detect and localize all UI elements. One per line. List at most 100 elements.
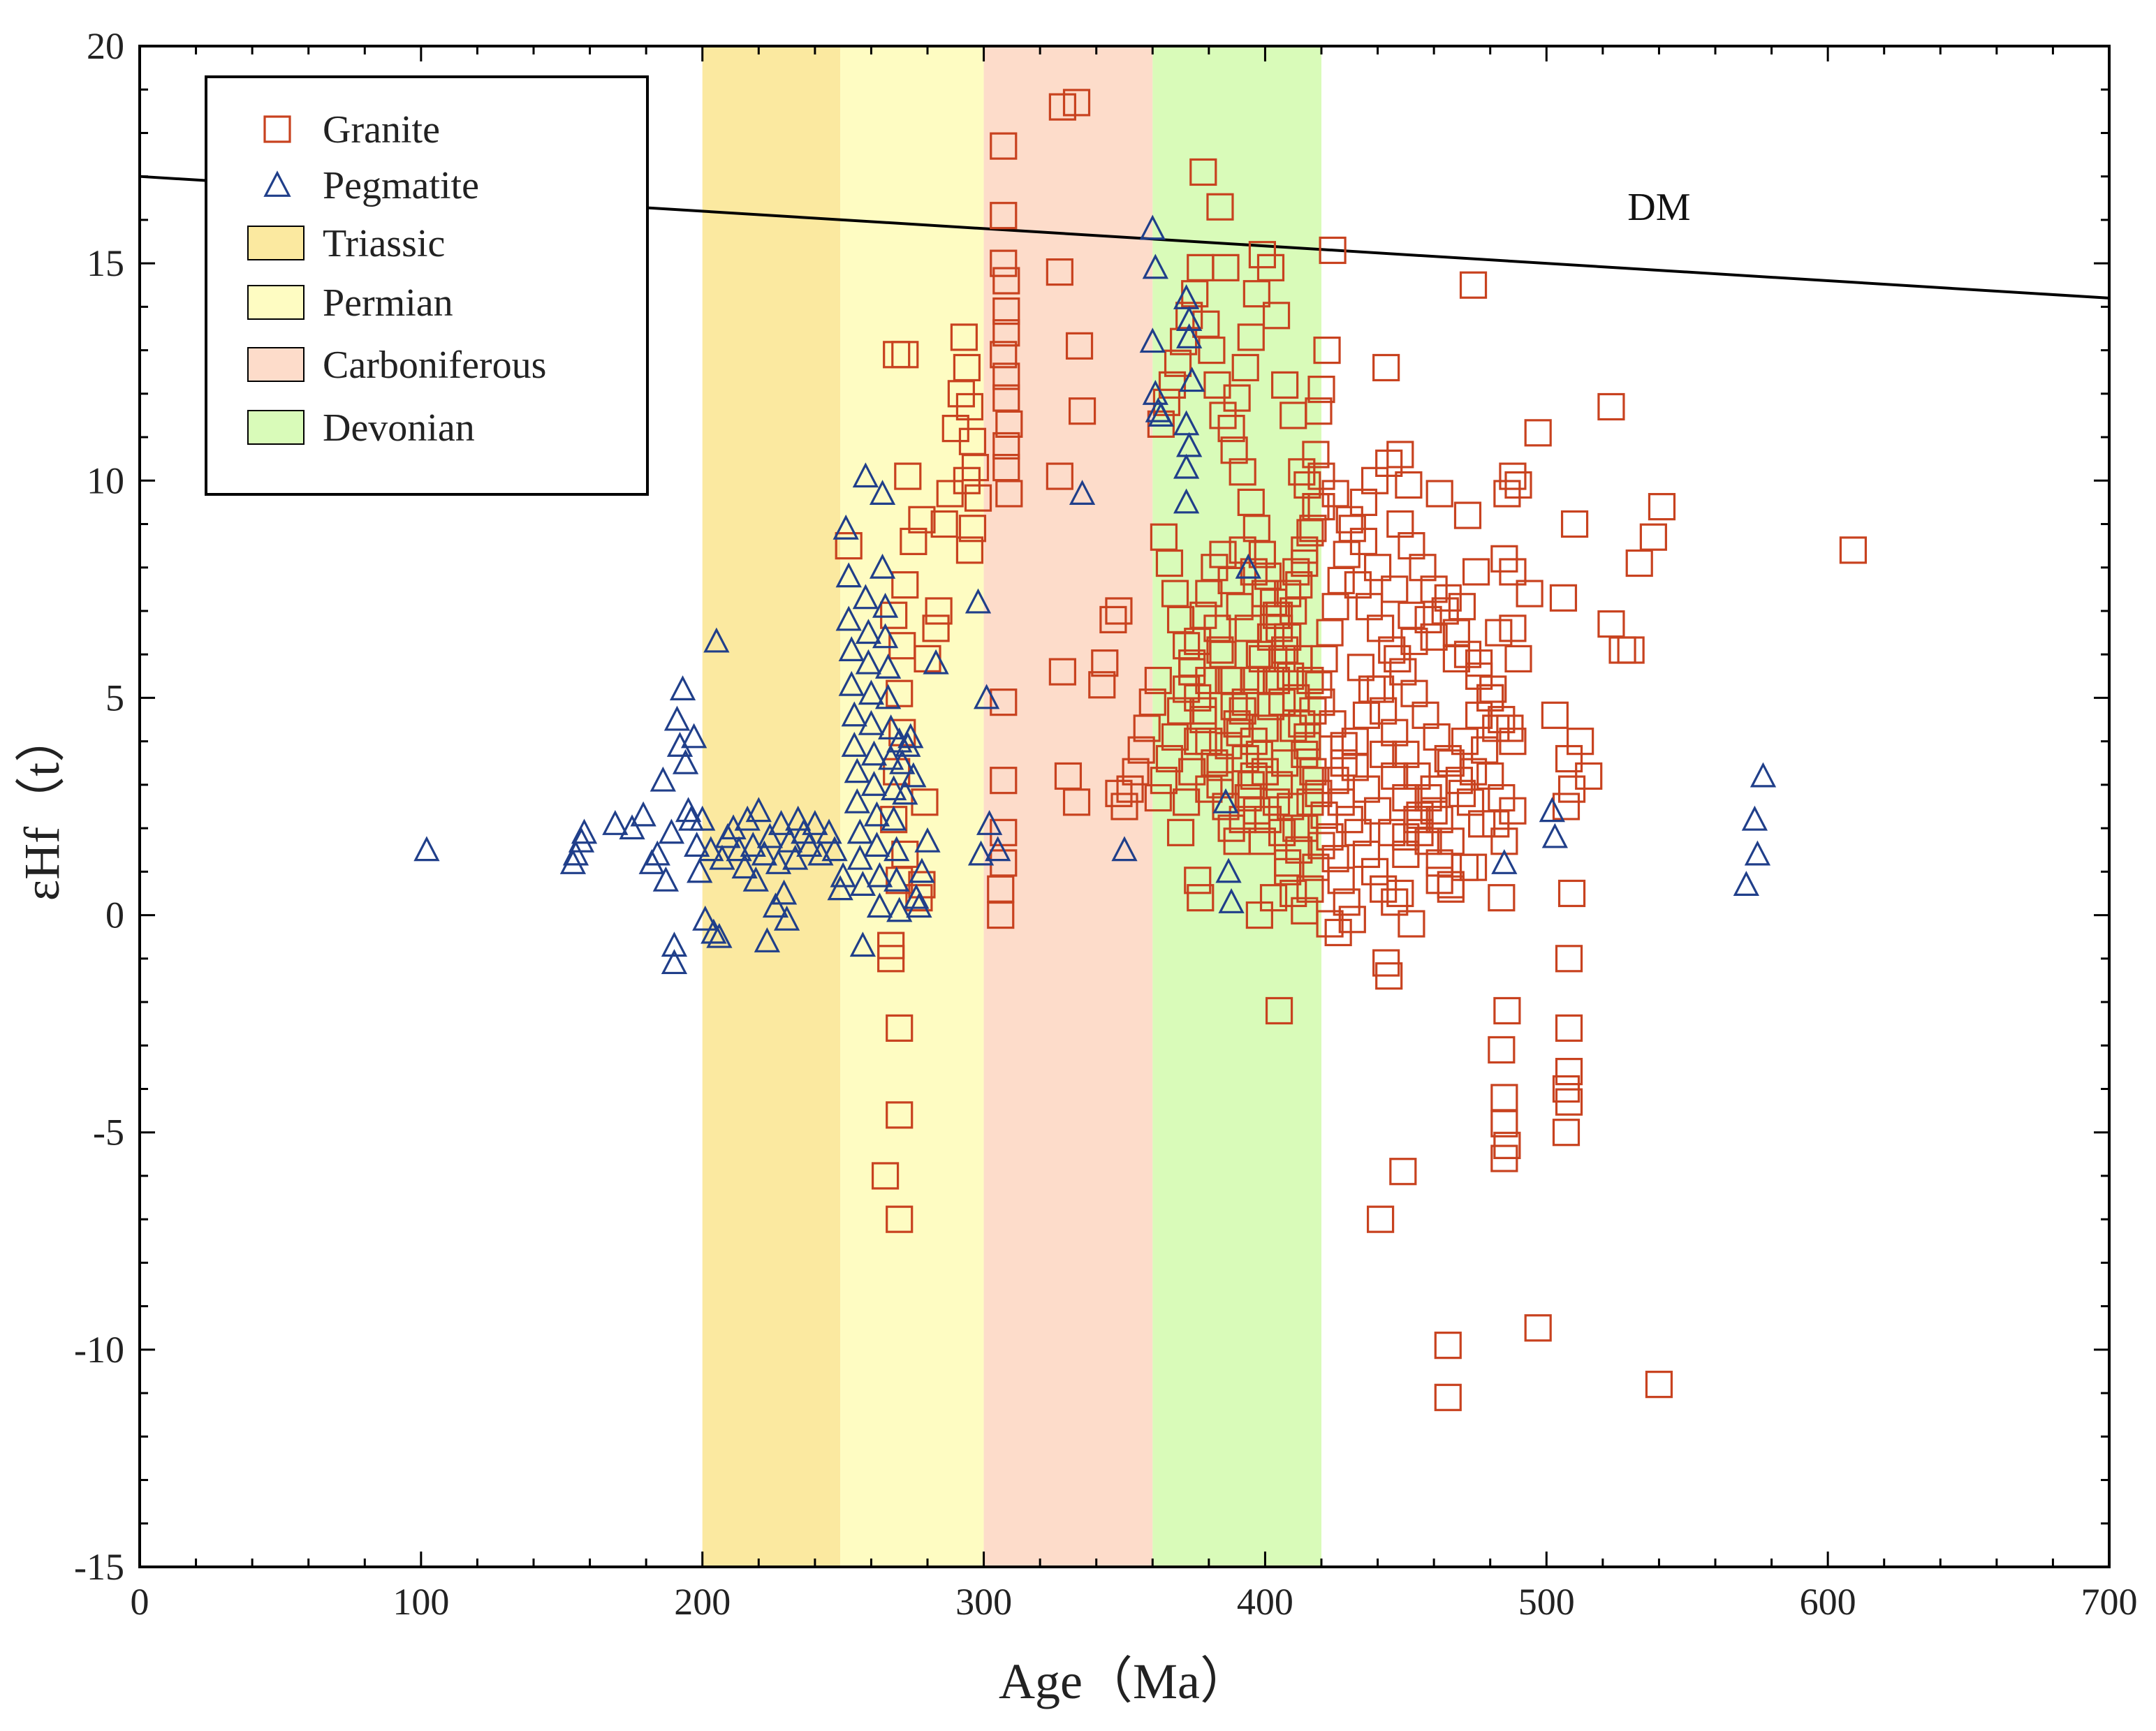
granite-point bbox=[1189, 697, 1217, 725]
granite-point bbox=[1414, 827, 1442, 855]
granite-point bbox=[1395, 471, 1423, 499]
granite-point bbox=[1164, 349, 1192, 377]
granite-point bbox=[990, 132, 1018, 160]
granite-point bbox=[1220, 436, 1248, 464]
legend-devonian-patch bbox=[247, 410, 305, 445]
granite-point bbox=[1187, 884, 1215, 912]
pegmatite-point bbox=[680, 723, 707, 749]
granite-point bbox=[1490, 1144, 1518, 1172]
x-tick-label: 200 bbox=[674, 1581, 731, 1623]
granite-point bbox=[1625, 549, 1653, 577]
pegmatite-point bbox=[874, 684, 902, 709]
granite-point bbox=[925, 597, 953, 625]
x-tick-label: 600 bbox=[1800, 1581, 1856, 1623]
granite-point bbox=[930, 510, 958, 538]
pegmatite-point bbox=[906, 892, 932, 918]
granite-point bbox=[1212, 793, 1240, 820]
granite-point bbox=[1639, 523, 1667, 551]
granite-point bbox=[1392, 823, 1420, 851]
pegmatite-point bbox=[706, 922, 733, 948]
granite-point bbox=[1552, 793, 1581, 820]
granite-point bbox=[1234, 614, 1262, 642]
pegmatite-point bbox=[900, 762, 927, 788]
granite-point bbox=[1282, 558, 1310, 586]
granite-point bbox=[1265, 996, 1293, 1025]
legend-permian-patch bbox=[247, 285, 305, 320]
granite-point bbox=[987, 901, 1015, 929]
granite-point bbox=[894, 462, 922, 490]
granite-point bbox=[1248, 540, 1277, 568]
granite-point bbox=[1237, 323, 1265, 351]
granite-point bbox=[1448, 779, 1476, 807]
granite-point bbox=[1420, 575, 1448, 603]
granite-point bbox=[1048, 658, 1076, 686]
granite-point bbox=[1189, 158, 1217, 186]
pegmatite-point bbox=[855, 649, 882, 675]
granite-point bbox=[1358, 675, 1386, 703]
granite-point bbox=[1268, 818, 1296, 846]
granite-point bbox=[992, 267, 1020, 295]
granite-point bbox=[1645, 1371, 1673, 1399]
granite-point bbox=[1299, 515, 1327, 543]
granite-point bbox=[1490, 1110, 1518, 1137]
pegmatite-point bbox=[754, 927, 781, 952]
x-tick-label: 500 bbox=[1518, 1581, 1575, 1623]
granite-point bbox=[1144, 783, 1172, 812]
granite-point bbox=[1462, 558, 1490, 586]
pegmatite-point bbox=[1176, 306, 1203, 332]
pegmatite-point bbox=[973, 684, 1000, 709]
pegmatite-point bbox=[889, 749, 916, 774]
granite-point bbox=[1088, 671, 1116, 699]
pegmatite-point bbox=[816, 818, 842, 844]
granite-point bbox=[1296, 875, 1324, 903]
granite-point bbox=[1161, 580, 1189, 607]
granite-point bbox=[1524, 419, 1552, 447]
granite-point bbox=[1217, 814, 1245, 842]
granite-point bbox=[1259, 884, 1288, 912]
granite-point bbox=[1256, 623, 1285, 651]
pegmatite-point bbox=[1212, 788, 1239, 813]
granite-point bbox=[1431, 597, 1459, 625]
pegmatite-point bbox=[923, 649, 949, 675]
granite-point bbox=[1400, 679, 1428, 707]
granite-point bbox=[1453, 501, 1482, 529]
granite-point bbox=[1597, 610, 1625, 638]
granite-point bbox=[1555, 1057, 1583, 1086]
legend-granite-marker bbox=[263, 115, 291, 143]
pegmatite-point bbox=[751, 840, 777, 866]
granite-point bbox=[1386, 879, 1414, 908]
granite-point bbox=[1065, 332, 1094, 360]
granite-point bbox=[1150, 523, 1178, 551]
granite-point bbox=[1453, 640, 1482, 668]
x-tick-label: 100 bbox=[393, 1581, 449, 1623]
pegmatite-point bbox=[630, 801, 657, 827]
granite-point bbox=[1268, 688, 1296, 716]
pegmatite-point bbox=[869, 480, 896, 505]
granite-point bbox=[1099, 605, 1127, 634]
granite-point bbox=[992, 432, 1020, 460]
granite-point bbox=[1370, 740, 1398, 768]
pegmatite-point bbox=[863, 801, 890, 827]
granite-point bbox=[1378, 636, 1406, 664]
pegmatite-point bbox=[841, 732, 867, 757]
pegmatite-point bbox=[895, 732, 921, 757]
pegmatite-point bbox=[1741, 805, 1768, 831]
pegmatite-point bbox=[866, 862, 893, 887]
pegmatite-point bbox=[756, 823, 784, 848]
granite-point bbox=[877, 945, 905, 973]
granite-point bbox=[1504, 644, 1532, 673]
pegmatite-point bbox=[1173, 410, 1200, 436]
granite-point bbox=[1347, 654, 1375, 682]
granite-point bbox=[1361, 466, 1389, 494]
granite-point bbox=[1456, 788, 1485, 816]
granite-point bbox=[950, 323, 978, 351]
granite-point bbox=[1366, 1205, 1395, 1233]
granite-point bbox=[1173, 675, 1201, 703]
pegmatite-point bbox=[881, 805, 907, 831]
granite-point bbox=[1302, 441, 1330, 469]
granite-point bbox=[883, 341, 911, 369]
pegmatite-point bbox=[1069, 480, 1096, 505]
pegmatite-point bbox=[1733, 871, 1759, 897]
granite-point bbox=[1333, 888, 1361, 916]
